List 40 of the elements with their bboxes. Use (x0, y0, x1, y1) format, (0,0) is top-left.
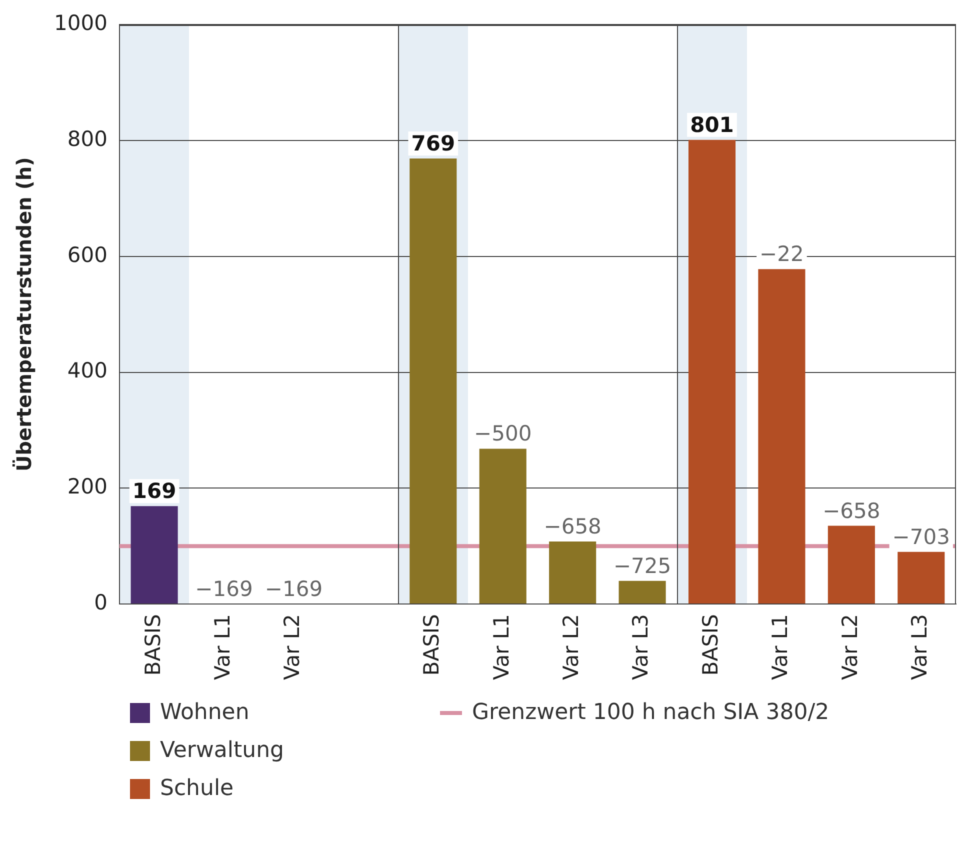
bar (618, 580, 666, 604)
annotation: −22 (760, 242, 804, 266)
bar (479, 448, 526, 604)
annotation: −658 (544, 514, 602, 538)
x-tick-label: Var L1 (210, 614, 234, 680)
x-tick-label: Var L1 (768, 614, 792, 680)
legend-label: Verwaltung (160, 738, 284, 763)
bar (758, 269, 806, 604)
x-tick-label: Var L3 (628, 614, 653, 680)
x-tick-label: BASIS (140, 614, 165, 676)
x-tick-label: Var L2 (559, 614, 584, 680)
annotation: −169 (264, 576, 323, 601)
bar (828, 526, 875, 604)
legend-label: Grenzwert 100 h nach SIA 380/2 (472, 700, 830, 725)
bar (130, 506, 178, 604)
data-label: 169 (132, 479, 176, 504)
annotation: −658 (822, 498, 880, 523)
x-tick-label: Var L2 (280, 614, 304, 680)
y-tick-label: 800 (67, 126, 108, 151)
y-tick-label: 400 (67, 358, 108, 383)
bar (898, 552, 945, 604)
y-tick-label: 0 (94, 590, 108, 614)
y-tick-label: 600 (67, 242, 108, 267)
legend-label: Schule (160, 776, 234, 801)
x-tick-label: Var L3 (908, 614, 932, 680)
data-label: 769 (411, 131, 456, 156)
y-tick-label: 200 (67, 474, 108, 499)
bar (549, 541, 596, 604)
y-axis-title: Übertemperaturstunden (h) (12, 157, 36, 472)
x-tick-label: BASIS (698, 614, 722, 676)
annotation: −703 (892, 524, 950, 549)
x-tick-label: Var L1 (489, 614, 514, 680)
annotation: −725 (613, 554, 672, 578)
annotation: −169 (195, 576, 253, 601)
data-label: 801 (690, 112, 734, 137)
y-tick-label: 1000 (54, 11, 108, 36)
legend-label: Wohnen (160, 700, 250, 725)
annotation: −500 (474, 422, 532, 446)
x-tick-label: BASIS (420, 614, 444, 676)
x-tick-label: Var L2 (838, 614, 862, 680)
